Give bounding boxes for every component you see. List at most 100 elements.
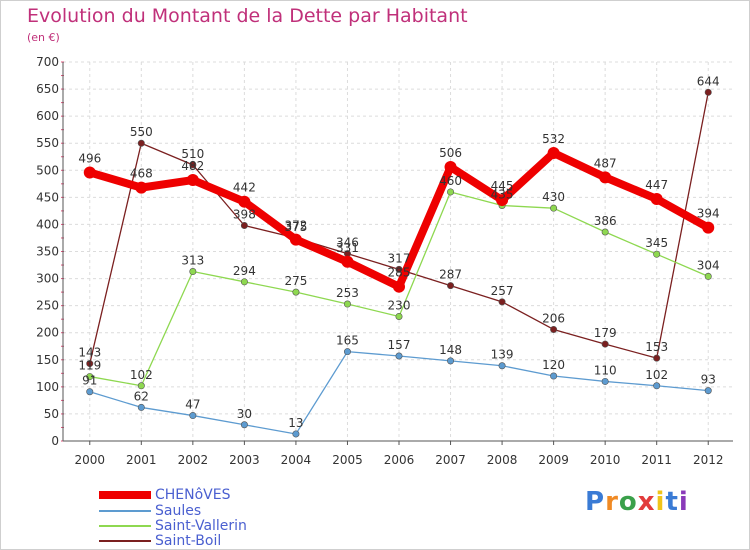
data-point [395,312,403,320]
data-label: 148 [439,343,462,357]
data-point [292,430,300,438]
data-point [343,300,351,308]
data-label: 394 [697,207,720,221]
data-label: 460 [439,174,462,188]
data-label: 165 [336,334,359,348]
x-tick-label: 2001 [126,453,157,467]
data-label: 93 [701,373,716,387]
legend-swatch [99,525,151,527]
x-tick-label: 2000 [74,453,105,467]
data-label: 331 [336,241,359,255]
brand-letter: i [655,487,666,517]
data-label: 157 [388,338,411,352]
data-point [550,372,558,380]
data-label: 102 [130,368,153,382]
data-point [498,362,506,370]
y-tick-label: 500 [36,163,59,177]
data-label: 447 [645,178,668,192]
data-point [447,188,455,196]
data-point [240,278,248,286]
data-point [702,221,715,234]
x-tick-label: 2011 [641,453,672,467]
legend-swatch [99,491,151,499]
y-tick-label: 100 [36,380,59,394]
chart-title: Evolution du Montant de la Dette par Hab… [27,5,468,27]
data-point [550,204,558,212]
data-point [86,388,94,396]
data-label: 482 [181,159,204,173]
data-label: 313 [181,254,204,268]
x-tick-label: 2004 [281,453,312,467]
data-label: 442 [233,181,256,195]
data-point [240,421,248,429]
brand-letter: x [637,487,656,517]
data-label: 386 [594,214,617,228]
data-label: 550 [130,125,153,139]
y-tick-label: 300 [36,272,59,286]
brand-letter: i [678,487,689,517]
data-label: 257 [491,284,514,298]
y-tick-label: 0 [51,434,59,448]
data-point [137,382,145,390]
data-label: 13 [288,416,303,430]
legend-label: CHENôVES [155,487,231,503]
y-tick-label: 450 [36,190,59,204]
data-point [341,255,354,268]
data-point [395,352,403,360]
x-tick-label: 2008 [487,453,518,467]
data-point [601,377,609,385]
data-label: 644 [697,74,720,88]
data-label: 430 [542,190,565,204]
y-tick-label: 700 [36,55,59,69]
data-label: 253 [336,286,359,300]
data-point [601,340,609,348]
data-point [704,272,712,280]
data-label: 287 [439,268,462,282]
data-label: 487 [594,156,617,170]
x-tick-label: 2005 [332,453,363,467]
x-tick-label: 2009 [538,453,569,467]
x-tick-label: 2012 [693,453,724,467]
data-point [653,250,661,258]
legend-label: Saint-Boil [155,533,222,549]
y-tick-label: 150 [36,353,59,367]
data-label: 435 [491,187,514,201]
data-point [292,288,300,296]
x-tick-label: 2003 [229,453,260,467]
y-tick-label: 200 [36,326,59,340]
data-label: 139 [491,348,514,362]
data-point [289,233,302,246]
data-point [550,325,558,333]
data-label: 179 [594,326,617,340]
data-label: 153 [645,340,668,354]
data-label: 143 [78,346,101,360]
legend-item-saint-vallerin: Saint-Vallerin [99,518,247,534]
legend-item-saint-boil: Saint-Boil [99,533,221,549]
data-label: 230 [388,298,411,312]
data-point [189,268,197,276]
data-label: 206 [542,311,565,325]
data-point [86,373,94,381]
legend-item-saules: Saules [99,503,201,519]
data-point [601,228,609,236]
y-tick-label: 250 [36,299,59,313]
data-label: 372 [284,219,307,233]
data-label: 120 [542,358,565,372]
data-label: 468 [130,167,153,181]
data-point [599,171,612,184]
data-label: 398 [233,208,256,222]
data-label: 375 [284,220,307,234]
y-tick-label: 350 [36,245,59,259]
data-label: 91 [82,374,97,388]
data-label: 532 [542,132,565,146]
y-tick-label: 400 [36,217,59,231]
data-point [186,174,199,187]
data-point [343,348,351,356]
data-label: 294 [233,264,256,278]
brand-letter: o [618,487,638,517]
data-point [704,387,712,395]
x-tick-label: 2002 [178,453,209,467]
legend-item-cheneves: CHENôVES [99,487,231,503]
data-label: 62 [134,389,149,403]
data-label: 510 [181,147,204,161]
